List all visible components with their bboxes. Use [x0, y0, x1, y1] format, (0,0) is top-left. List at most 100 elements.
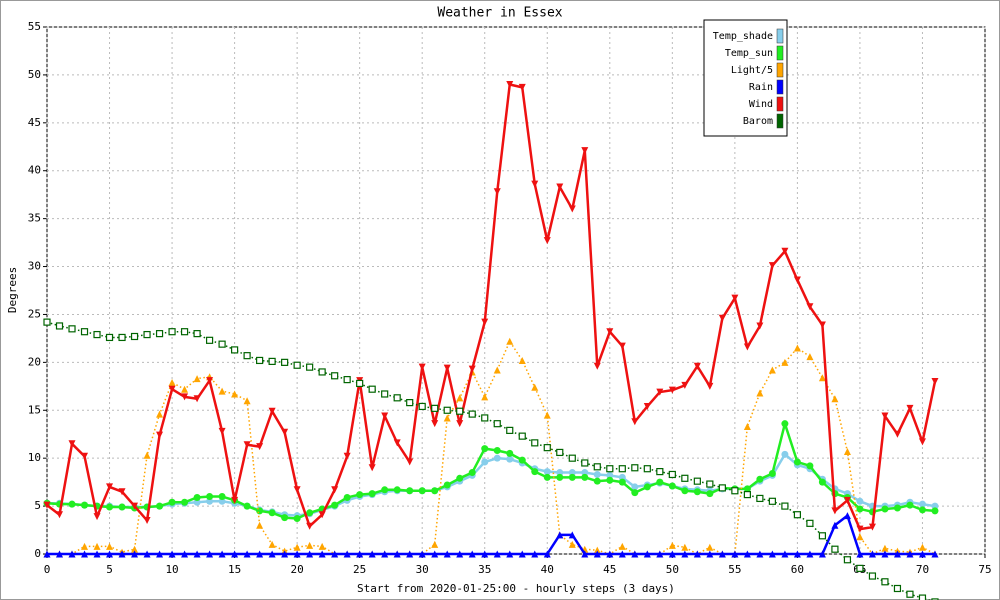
x-tick-label: 60 [791, 563, 804, 576]
point [231, 496, 239, 504]
point [55, 322, 64, 330]
legend-label: Wind [749, 99, 773, 110]
point [218, 387, 226, 395]
legend-label: Temp_shade [713, 31, 773, 42]
legend-swatch [776, 96, 784, 112]
point [193, 493, 201, 501]
point [105, 333, 114, 342]
point [93, 330, 101, 339]
point [806, 303, 814, 311]
point [593, 550, 601, 558]
point [343, 376, 351, 384]
point [581, 550, 589, 558]
point [631, 418, 639, 426]
point [893, 584, 902, 593]
point [318, 368, 326, 376]
point [168, 378, 176, 386]
point [481, 393, 489, 401]
point [768, 366, 776, 374]
point [256, 507, 264, 515]
point [668, 550, 676, 558]
point [856, 550, 864, 558]
point [743, 550, 751, 558]
point [231, 550, 239, 558]
point [268, 357, 276, 366]
point [156, 550, 164, 558]
point [918, 506, 926, 514]
point [881, 505, 889, 513]
point [181, 393, 189, 401]
point [481, 318, 489, 326]
point [618, 542, 626, 550]
point [156, 410, 164, 418]
point [68, 325, 76, 333]
point [906, 404, 914, 412]
point [606, 550, 614, 558]
point [593, 463, 601, 471]
point [331, 372, 339, 380]
point [168, 328, 176, 336]
point [743, 343, 751, 351]
point [431, 487, 439, 495]
point [81, 550, 89, 558]
point [756, 475, 764, 483]
point [281, 514, 289, 522]
point [81, 542, 89, 550]
series-line [46, 83, 937, 531]
point [193, 395, 201, 403]
legend-swatch [776, 45, 784, 61]
point [931, 550, 939, 558]
point [918, 500, 926, 508]
point [693, 488, 701, 496]
point [868, 550, 876, 558]
point [381, 390, 389, 398]
point [768, 470, 776, 478]
y-tick-label: 10 [28, 451, 41, 464]
point [418, 487, 426, 495]
point [643, 402, 651, 410]
legend-swatch [776, 113, 784, 129]
point [256, 356, 264, 365]
point [531, 550, 539, 558]
point [931, 507, 939, 515]
x-tick-label: 40 [541, 563, 554, 576]
point [606, 465, 614, 473]
point [656, 478, 664, 486]
legend-label: Light/5 [731, 65, 773, 76]
point [618, 465, 626, 473]
point [643, 550, 651, 558]
point [406, 487, 414, 495]
y-tick-label: 5 [34, 499, 41, 512]
point [506, 449, 514, 457]
point [431, 420, 439, 428]
legend-label: Temp_sun [725, 48, 773, 59]
point [381, 412, 389, 420]
point [793, 550, 801, 558]
point [556, 473, 564, 481]
point [481, 445, 489, 453]
point [406, 550, 414, 558]
y-tick-label: 40 [28, 164, 41, 177]
point [918, 550, 926, 558]
point [843, 447, 851, 455]
point [468, 469, 476, 477]
grid: 0 5 10 15 20 25 30 35 40 45 50 55 0 5 10 15 20 25 30 35 40 45… [28, 20, 992, 576]
point [818, 532, 827, 540]
point [218, 497, 226, 505]
point [106, 503, 114, 511]
point [443, 364, 451, 372]
point [193, 498, 201, 506]
point [606, 471, 614, 479]
point [243, 397, 251, 405]
point [406, 458, 414, 466]
point [193, 550, 201, 558]
point [906, 590, 914, 598]
point [781, 502, 789, 510]
point [493, 366, 501, 374]
point [881, 544, 889, 552]
point [193, 330, 201, 338]
point [106, 550, 114, 558]
point [756, 389, 764, 397]
legend-swatch [776, 79, 784, 95]
point [731, 294, 739, 302]
